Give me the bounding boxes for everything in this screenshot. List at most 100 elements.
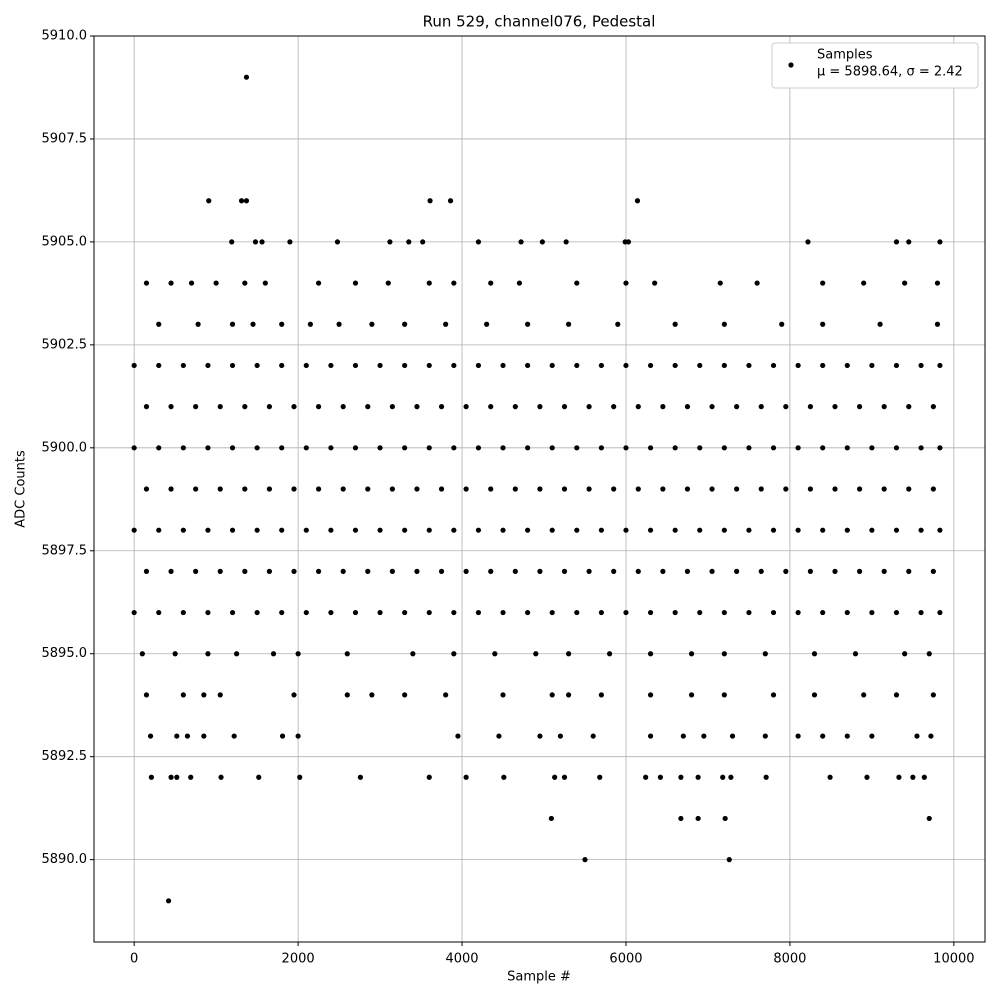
data-point bbox=[243, 198, 250, 204]
data-point bbox=[734, 486, 740, 492]
data-point bbox=[672, 362, 678, 369]
x-tick-label: 6000 bbox=[609, 952, 642, 967]
data-point bbox=[582, 857, 588, 863]
data-point bbox=[754, 280, 760, 286]
data-point bbox=[746, 362, 752, 369]
data-point bbox=[647, 609, 654, 616]
data-point bbox=[672, 321, 678, 327]
data-point bbox=[291, 692, 297, 698]
data-point bbox=[463, 404, 469, 410]
data-point bbox=[537, 733, 543, 739]
data-point bbox=[426, 280, 432, 286]
data-point bbox=[906, 239, 912, 245]
data-point bbox=[926, 651, 932, 657]
data-point bbox=[303, 527, 309, 533]
data-point bbox=[229, 239, 235, 245]
data-point bbox=[930, 568, 936, 574]
data-point bbox=[143, 280, 150, 286]
data-point bbox=[697, 527, 703, 533]
data-point bbox=[586, 486, 592, 492]
data-point bbox=[893, 527, 900, 533]
data-point bbox=[598, 527, 604, 533]
data-point bbox=[606, 651, 613, 657]
data-point bbox=[861, 280, 867, 286]
data-point bbox=[443, 692, 449, 698]
data-point bbox=[156, 527, 162, 533]
data-point bbox=[623, 609, 629, 616]
data-point bbox=[307, 321, 313, 327]
data-point bbox=[414, 404, 420, 410]
data-point bbox=[352, 527, 359, 533]
data-point bbox=[680, 733, 686, 739]
data-point bbox=[426, 527, 432, 533]
data-point bbox=[402, 527, 408, 533]
data-point bbox=[295, 651, 301, 657]
y-tick-label: 5897.5 bbox=[42, 543, 88, 558]
data-point bbox=[820, 527, 826, 533]
data-point bbox=[930, 692, 936, 698]
data-point bbox=[243, 74, 250, 80]
data-point bbox=[242, 486, 248, 492]
data-point bbox=[168, 280, 174, 286]
data-point bbox=[623, 445, 629, 451]
data-point bbox=[218, 774, 224, 780]
y-tick-label: 5890.0 bbox=[42, 852, 88, 867]
grid: 0 2000 4000 6000 8000 10000 5890.0 5892.5 5895.0… bbox=[42, 29, 985, 967]
x-tick-label: 4000 bbox=[445, 952, 478, 967]
data-point bbox=[625, 239, 632, 245]
data-point bbox=[500, 692, 506, 698]
data-point bbox=[881, 486, 887, 492]
data-point bbox=[805, 239, 811, 245]
data-point bbox=[574, 609, 580, 616]
data-point bbox=[672, 445, 678, 451]
data-point bbox=[250, 321, 256, 327]
data-point bbox=[869, 527, 875, 533]
x-tick-label: 2000 bbox=[282, 952, 315, 967]
data-point bbox=[893, 692, 900, 698]
data-point bbox=[937, 527, 943, 533]
data-point bbox=[643, 774, 649, 780]
data-point bbox=[852, 651, 859, 657]
data-point bbox=[180, 609, 186, 616]
data-point bbox=[770, 362, 777, 369]
data-point bbox=[695, 815, 701, 822]
data-point bbox=[906, 404, 912, 410]
data-point bbox=[234, 651, 240, 657]
data-point bbox=[844, 733, 850, 739]
data-point bbox=[488, 280, 494, 286]
data-point bbox=[451, 527, 457, 533]
data-point bbox=[590, 733, 596, 739]
data-point bbox=[697, 362, 703, 369]
data-point bbox=[647, 445, 654, 451]
data-point bbox=[921, 774, 927, 780]
data-point bbox=[303, 609, 309, 616]
data-point bbox=[340, 568, 346, 574]
data-point bbox=[512, 486, 518, 492]
data-point bbox=[291, 568, 297, 574]
data-point bbox=[598, 362, 604, 369]
data-point bbox=[807, 568, 814, 574]
data-point bbox=[254, 527, 260, 533]
data-point bbox=[139, 651, 145, 657]
data-point bbox=[131, 527, 137, 533]
data-point bbox=[143, 404, 150, 410]
data-point bbox=[652, 280, 658, 286]
data-point bbox=[795, 733, 801, 739]
data-point bbox=[657, 774, 664, 780]
data-point bbox=[205, 609, 211, 616]
x-axis-label: Sample # bbox=[507, 970, 571, 985]
data-point bbox=[438, 568, 445, 574]
y-tick-label: 5907.5 bbox=[42, 131, 88, 146]
data-point bbox=[369, 321, 375, 327]
data-point bbox=[688, 651, 695, 657]
data-point bbox=[763, 774, 769, 780]
data-point bbox=[340, 486, 346, 492]
data-point bbox=[549, 609, 555, 616]
data-point bbox=[565, 692, 572, 698]
data-point bbox=[279, 527, 285, 533]
data-point bbox=[937, 362, 943, 369]
data-point bbox=[172, 651, 178, 657]
data-point bbox=[647, 527, 654, 533]
data-point bbox=[844, 609, 850, 616]
data-point bbox=[488, 404, 494, 410]
